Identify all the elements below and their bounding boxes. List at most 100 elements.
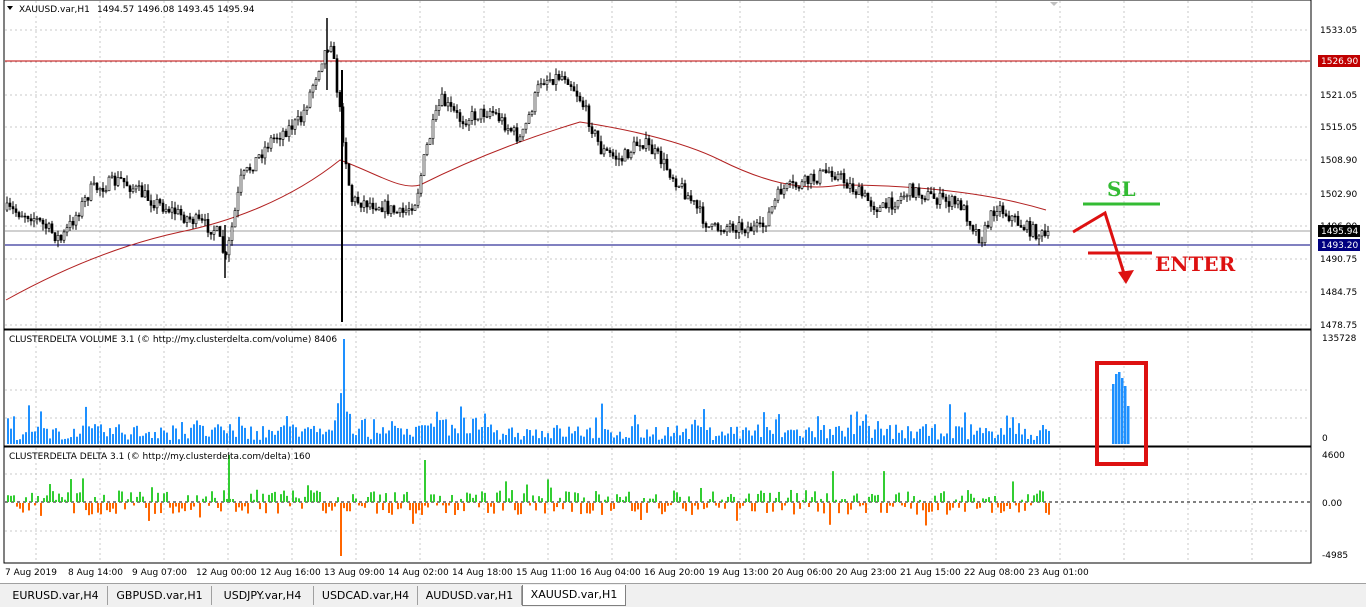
delta-bar-positive [187, 495, 189, 502]
tab-xauusd[interactable]: XAUUSD.var,H1 [522, 585, 626, 606]
volume-bar [481, 427, 483, 444]
volume-bar [889, 425, 891, 444]
candle-body [935, 198, 939, 205]
volume-bar [670, 436, 672, 444]
dropdown-arrow-icon[interactable] [7, 6, 13, 10]
volume-bar [595, 417, 597, 444]
volume-bar [232, 430, 234, 444]
volume-bar [817, 416, 819, 444]
delta-bar-negative [418, 503, 420, 511]
volume-bar [694, 419, 696, 444]
delta-bar-negative [997, 503, 999, 508]
delta-bar-negative [175, 503, 177, 507]
volume-bar [70, 437, 72, 444]
volume-bar [592, 438, 594, 444]
delta-bar-negative [1009, 503, 1011, 509]
candle-body [884, 202, 888, 209]
delta-bar-positive [76, 493, 78, 502]
tab-eurusd[interactable]: EURUSD.var,H4 [4, 586, 108, 605]
volume-bar [691, 424, 693, 444]
volume-bar [442, 419, 444, 444]
volume-bar [550, 438, 552, 444]
candle-body [674, 178, 678, 188]
volume-bar [784, 432, 786, 444]
price-panel[interactable] [3, 0, 1312, 330]
delta-bar-negative [322, 503, 324, 511]
volume-bar [661, 438, 663, 444]
delta-bar-positive [142, 496, 144, 502]
candle-body [77, 214, 81, 217]
delta-bar-positive [721, 499, 723, 502]
candle-body [44, 223, 48, 229]
candle-body [683, 183, 687, 200]
trading-chart[interactable]: XAUUSD.var,H1 1494.57 1496.08 1493.45 14… [0, 0, 1366, 583]
candle-body [350, 185, 354, 203]
tab-usdcad[interactable]: USDCAD.var,H4 [314, 586, 418, 605]
volume-bar [964, 412, 966, 444]
delta-bar-negative [109, 503, 111, 513]
volume-bar [409, 434, 411, 444]
delta-bar-positive [283, 490, 285, 502]
candle-body [542, 83, 546, 85]
delta-bar-positive [139, 491, 141, 502]
tab-gbpusd[interactable]: GBPUSD.var,H1 [108, 586, 212, 605]
volume-bar [478, 429, 480, 444]
delta-bar-negative [880, 503, 882, 513]
volume-bar [175, 428, 177, 444]
candle-body [338, 92, 342, 108]
candle-body [191, 218, 195, 225]
candle-body [1037, 235, 1041, 240]
volume-bar [400, 428, 402, 444]
delta-bar-negative [586, 503, 588, 514]
candle-body [434, 109, 438, 120]
time-tick: 9 Aug 07:00 [132, 568, 187, 578]
volume-bar [85, 406, 87, 444]
candle-body [746, 226, 750, 234]
volume-bar [1018, 423, 1020, 444]
delta-bar-positive [898, 492, 900, 502]
volume-bar [607, 429, 609, 444]
projected-volume-bar [1118, 372, 1121, 444]
candle-body [317, 70, 321, 80]
volume-bar [1033, 439, 1035, 444]
volume-bar [463, 417, 465, 444]
volume-bar [580, 435, 582, 444]
volume-bar [568, 426, 570, 444]
volume-bar [157, 438, 159, 444]
volume-bar [928, 435, 930, 444]
tab-audusd[interactable]: AUDUSD.var,H1 [418, 586, 522, 605]
candle-body [1028, 220, 1032, 237]
price-tick: 1478.75 [1320, 321, 1357, 331]
delta-bar-positive [307, 485, 309, 502]
candle-body [119, 177, 123, 179]
volume-bar [88, 426, 90, 444]
volume-bar [952, 438, 954, 444]
candle-body [1007, 215, 1011, 222]
volume-bar [1009, 427, 1011, 444]
candle-body [752, 225, 756, 232]
volume-bar [193, 424, 195, 444]
volume-panel[interactable] [3, 329, 1312, 447]
volume-bar [727, 433, 729, 444]
candle-body [215, 226, 219, 231]
candle-body [131, 188, 135, 192]
delta-bar-negative [148, 503, 150, 521]
delta-bar-negative [859, 503, 861, 507]
candle-body [743, 229, 747, 234]
delta-bar-negative [556, 503, 558, 508]
volume-bar [163, 430, 165, 444]
delta-bar-positive [370, 492, 372, 502]
volume-bar [184, 433, 186, 444]
volume-bar [421, 425, 423, 444]
delta-bar-negative [571, 503, 573, 512]
volume-bar [754, 430, 756, 444]
candle-body [899, 195, 903, 201]
delta-bar-positive [367, 496, 369, 502]
delta-panel[interactable] [3, 446, 1312, 564]
delta-bar-positive [565, 491, 567, 502]
volume-bar [907, 426, 909, 444]
delta-bar-negative [40, 503, 42, 516]
tab-usdjpy[interactable]: USDJPY.var,H4 [212, 586, 314, 605]
volume-bar [571, 433, 573, 444]
delta-bar-negative [553, 503, 555, 512]
